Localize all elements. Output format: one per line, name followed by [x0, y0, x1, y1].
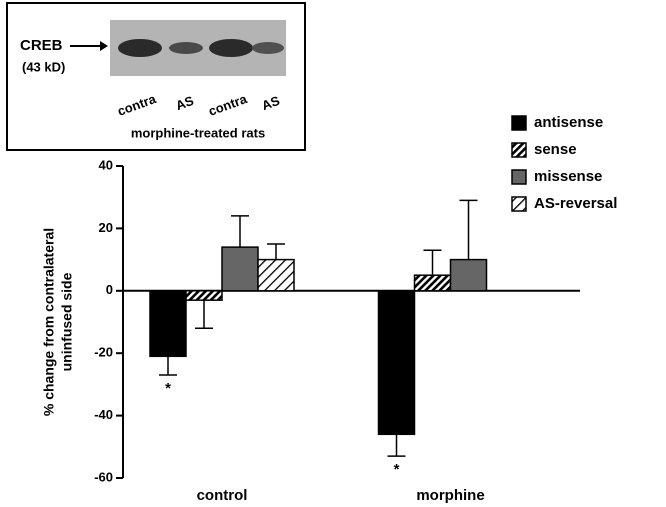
band — [209, 39, 253, 57]
bar — [222, 247, 258, 291]
y-tick-label: -60 — [94, 469, 113, 484]
blot-label: CREB — [20, 37, 63, 54]
bar — [150, 291, 186, 357]
y-tick-label: 0 — [106, 282, 113, 297]
y-tick-label: 40 — [99, 157, 113, 172]
legend-swatch — [512, 170, 526, 184]
significance-marker: * — [165, 380, 171, 397]
figure: CREB (43 kD) contra AS contra AS morphin… — [0, 0, 666, 507]
legend-label: AS-reversal — [534, 195, 617, 212]
x-tick-label: morphine — [416, 487, 484, 504]
legend-label: antisense — [534, 114, 603, 131]
y-axis-label: % change from contralateral — [41, 228, 57, 416]
legend-swatch — [512, 116, 526, 130]
inset: CREB (43 kD) contra AS contra AS morphin… — [7, 3, 305, 150]
y-tick-label: -20 — [94, 345, 113, 360]
y-axis-label: uninfused side — [59, 272, 75, 371]
legend-swatch — [512, 143, 526, 157]
inset-caption: morphine-treated rats — [131, 125, 265, 140]
y-tick-label: -40 — [94, 407, 113, 422]
band — [169, 42, 203, 54]
x-tick-label: control — [197, 487, 248, 504]
legend-label: sense — [534, 141, 577, 158]
significance-marker: * — [394, 461, 400, 478]
bar — [258, 260, 294, 291]
legend-swatch — [512, 197, 526, 211]
bar — [186, 291, 222, 300]
band — [252, 42, 284, 54]
bar — [451, 260, 487, 291]
band — [118, 39, 162, 57]
bar — [379, 291, 415, 435]
blot-size: (43 kD) — [22, 59, 65, 74]
y-tick-label: 20 — [99, 220, 113, 235]
bar — [415, 275, 451, 291]
legend-label: missense — [534, 168, 602, 185]
